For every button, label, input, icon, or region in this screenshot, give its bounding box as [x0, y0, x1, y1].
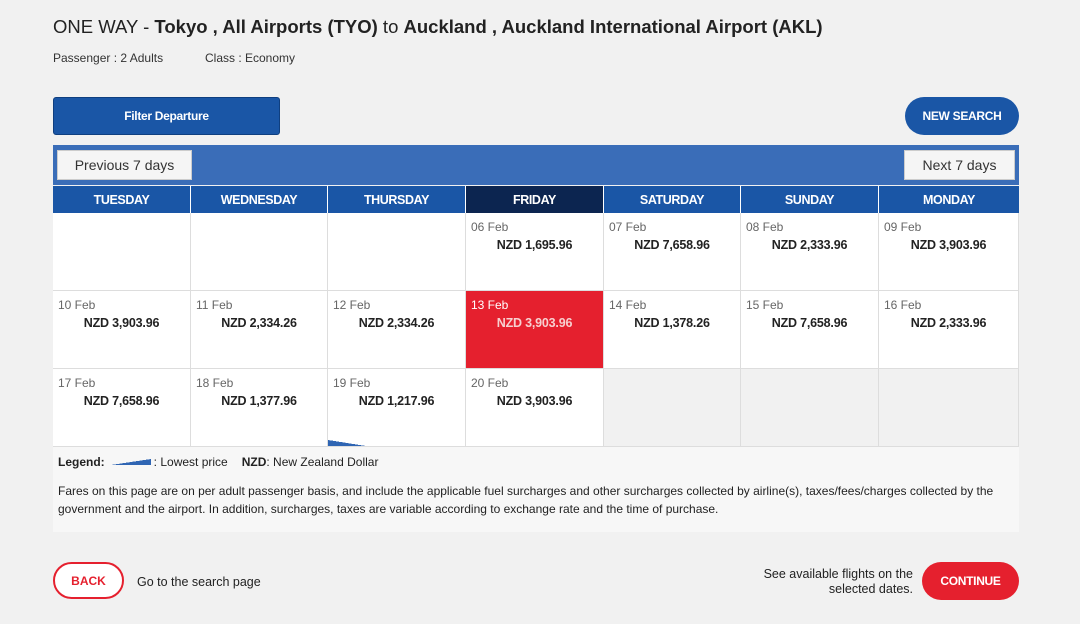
lowest-price-marker-icon: [328, 440, 366, 446]
day-header-monday: MONDAY: [879, 186, 1019, 213]
fare-date: 17 Feb: [58, 376, 96, 390]
legend-currency-key: NZD: [241, 455, 267, 469]
continue-description: See available flights on the selected da…: [763, 567, 913, 596]
fare-date: 07 Feb: [609, 220, 647, 234]
destination: Auckland , Auckland International Airpor…: [403, 16, 823, 37]
fare-cell[interactable]: 11 Feb NZD 2,334.26: [191, 291, 328, 369]
fare-cell[interactable]: 19 Feb NZD 1,217.96: [328, 369, 466, 447]
fare-cell[interactable]: 17 Feb NZD 7,658.96: [53, 369, 191, 447]
empty-cell: [53, 213, 191, 291]
connector: to: [377, 16, 404, 37]
back-button[interactable]: BACK: [53, 562, 124, 599]
filter-departure-button[interactable]: Filter Departure: [53, 97, 280, 135]
fare-price: NZD 3,903.96: [496, 316, 573, 330]
class-info: Class : Economy: [205, 51, 296, 65]
fare-price: NZD 1,378.26: [634, 316, 710, 330]
fare-date: 10 Feb: [58, 298, 96, 312]
fare-price: NZD 3,903.96: [910, 238, 987, 252]
fare-cell[interactable]: 20 Feb NZD 3,903.96: [466, 369, 604, 447]
fare-price: NZD 1,377.96: [221, 394, 297, 408]
weekday-header: TUESDAY WEDNESDAY THURSDAY FRIDAY SATURDAY SU…: [53, 186, 1019, 213]
day-header-thursday: THURSDAY: [328, 186, 466, 213]
fare-date: 11 Feb: [196, 298, 233, 312]
empty-cell: [741, 369, 879, 447]
fare-date: 16 Feb: [884, 298, 922, 312]
fare-date: 09 Feb: [884, 220, 922, 234]
legend: Legend: : Lowest price NZD : New Zealand…: [58, 455, 378, 469]
empty-cell: [879, 369, 1019, 447]
empty-cell: [604, 369, 741, 447]
fare-date: 20 Feb: [471, 376, 509, 390]
fare-price: NZD 2,333.96: [910, 316, 987, 330]
day-header-tuesday: TUESDAY: [53, 186, 191, 213]
lowest-price-marker-icon: [110, 459, 151, 465]
day-header-friday: FRIDAY: [466, 186, 604, 213]
fare-cell[interactable]: 12 Feb NZD 2,334.26: [328, 291, 466, 369]
origin: Tokyo , All Airports (TYO): [154, 16, 378, 37]
page-title: ONE WAY - Tokyo , All Airports (TYO) to …: [53, 16, 823, 38]
fare-price: NZD 3,903.96: [83, 316, 160, 330]
fare-date: 15 Feb: [746, 298, 784, 312]
fare-cell[interactable]: 15 Feb NZD 7,658.96: [741, 291, 879, 369]
fare-calendar-grid: 06 Feb NZD 1,695.96 07 Feb NZD 7,658.96 08 F…: [53, 213, 1019, 447]
fare-date: 06 Feb: [471, 220, 509, 234]
fare-date: 14 Feb: [609, 298, 647, 312]
fare-price: NZD 2,334.26: [221, 316, 297, 330]
passenger-info: Passenger : 2 Adults: [53, 51, 164, 65]
fare-cell[interactable]: 13 Feb NZD 3,903.96: [466, 291, 604, 369]
day-header-sunday: SUNDAY: [741, 186, 879, 213]
fare-price: NZD 1,695.96: [496, 238, 573, 252]
fare-price: NZD 2,334.26: [358, 316, 435, 330]
fare-cell[interactable]: 06 Feb NZD 1,695.96: [466, 213, 604, 291]
fare-date: 12 Feb: [333, 298, 371, 312]
legend-panel: Legend: : Lowest price NZD : New Zealand…: [53, 447, 1019, 532]
previous-7-days-button[interactable]: Previous 7 days: [57, 150, 192, 180]
fare-price: NZD 7,658.96: [771, 316, 848, 330]
fare-cell[interactable]: 10 Feb NZD 3,903.96: [53, 291, 191, 369]
continue-button[interactable]: CONTINUE: [922, 562, 1019, 600]
day-header-saturday: SATURDAY: [604, 186, 741, 213]
fare-price: NZD 3,903.96: [496, 394, 573, 408]
fare-cell[interactable]: 14 Feb NZD 1,378.26: [604, 291, 741, 369]
fare-cell[interactable]: 08 Feb NZD 2,333.96: [741, 213, 879, 291]
empty-cell: [191, 213, 328, 291]
fare-note: Fares on this page are on per adult pass…: [58, 484, 994, 516]
legend-currency-text: : New Zealand Dollar: [266, 455, 379, 469]
fare-price: NZD 2,333.96: [771, 238, 848, 252]
legend-lowest-text: : Lowest price: [153, 455, 228, 469]
fare-price: NZD 7,658.96: [83, 394, 160, 408]
fare-cell[interactable]: 16 Feb NZD 2,333.96: [879, 291, 1019, 369]
fare-cell[interactable]: 18 Feb NZD 1,377.96: [191, 369, 328, 447]
empty-cell: [328, 213, 466, 291]
trip-type: ONE WAY -: [53, 16, 155, 37]
legend-label: Legend:: [58, 455, 105, 469]
day-header-wednesday: WEDNESDAY: [191, 186, 328, 213]
next-7-days-button[interactable]: Next 7 days: [904, 150, 1015, 180]
fare-cell[interactable]: 09 Feb NZD 3,903.96: [879, 213, 1019, 291]
calendar-nav-bar: Previous 7 days Next 7 days: [53, 145, 1019, 185]
fare-date: 19 Feb: [333, 376, 371, 390]
fare-date: 08 Feb: [746, 220, 784, 234]
back-description: Go to the search page: [137, 575, 261, 589]
fare-date: 18 Feb: [196, 376, 234, 390]
fare-date: 13 Feb: [471, 298, 509, 312]
fare-cell[interactable]: 07 Feb NZD 7,658.96: [604, 213, 741, 291]
fare-price: NZD 7,658.96: [634, 238, 710, 252]
fare-price: NZD 1,217.96: [358, 394, 435, 408]
new-search-button[interactable]: NEW SEARCH: [905, 97, 1019, 135]
